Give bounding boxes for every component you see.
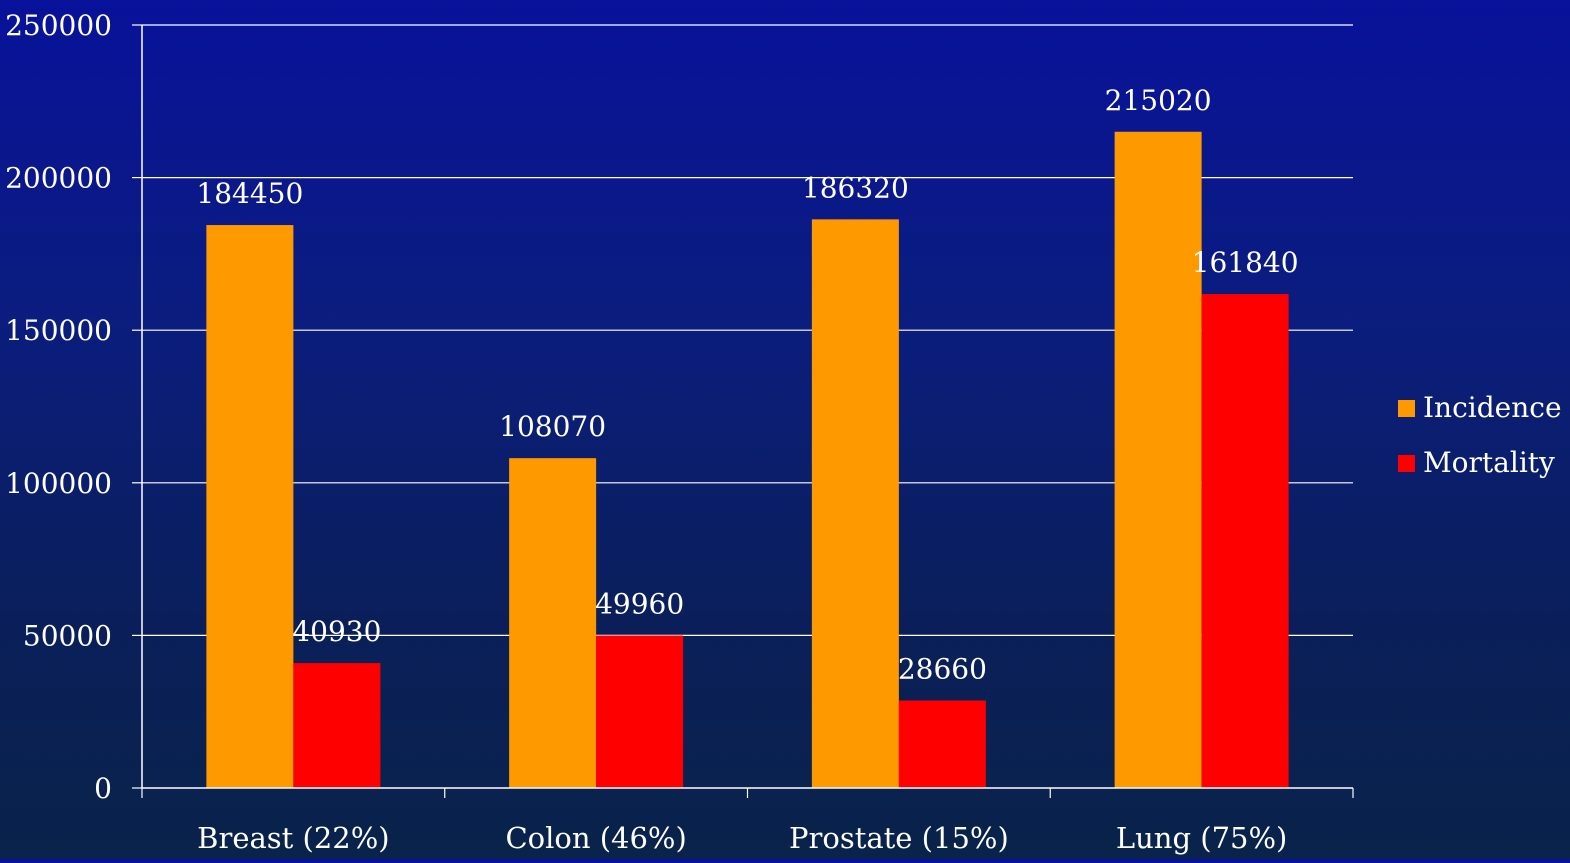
y-tick-label: 250000: [5, 9, 112, 42]
bar-mortality: [1201, 294, 1289, 788]
bar-incidence: [509, 458, 597, 788]
data-label: 40930: [292, 615, 381, 648]
data-label: 108070: [499, 410, 606, 443]
data-label: 186320: [802, 171, 909, 204]
legend-swatch-incidence: [1398, 400, 1415, 417]
legend-label-mortality: Mortality: [1423, 446, 1555, 479]
bar-mortality: [596, 635, 684, 788]
x-tick-label: Breast (22%): [197, 821, 389, 855]
data-label: 184450: [196, 177, 303, 210]
axes-layer: 0 50000 100000 150000 200000 250000 Breast (22…: [5, 9, 1354, 855]
data-labels-layer: 184450 40930 108070 49960 186320 28660 215020 1…: [196, 84, 1298, 686]
data-label: 28660: [898, 653, 987, 686]
y-tick-label: 200000: [5, 162, 112, 195]
bar-mortality: [898, 700, 986, 788]
y-tick-label: 50000: [23, 619, 112, 652]
bar-incidence: [811, 219, 899, 788]
data-label: 215020: [1105, 84, 1212, 117]
y-tick-label: 150000: [5, 314, 112, 347]
data-label: 49960: [595, 588, 684, 621]
data-label: 161840: [1192, 246, 1299, 279]
legend: Incidence Mortality: [1398, 391, 1562, 479]
legend-label-incidence: Incidence: [1423, 391, 1562, 424]
bar-mortality: [293, 663, 381, 788]
legend-swatch-mortality: [1398, 455, 1415, 472]
bar-incidence: [206, 225, 294, 788]
y-tick-label: 100000: [5, 467, 112, 500]
x-tick-label: Prostate (15%): [789, 821, 1009, 855]
y-tick-label: 0: [94, 772, 112, 805]
bars-layer: [206, 131, 1289, 788]
bar-incidence: [1114, 131, 1202, 788]
x-tick-label: Lung (75%): [1116, 821, 1287, 855]
x-tick-label: Colon (46%): [505, 821, 686, 855]
